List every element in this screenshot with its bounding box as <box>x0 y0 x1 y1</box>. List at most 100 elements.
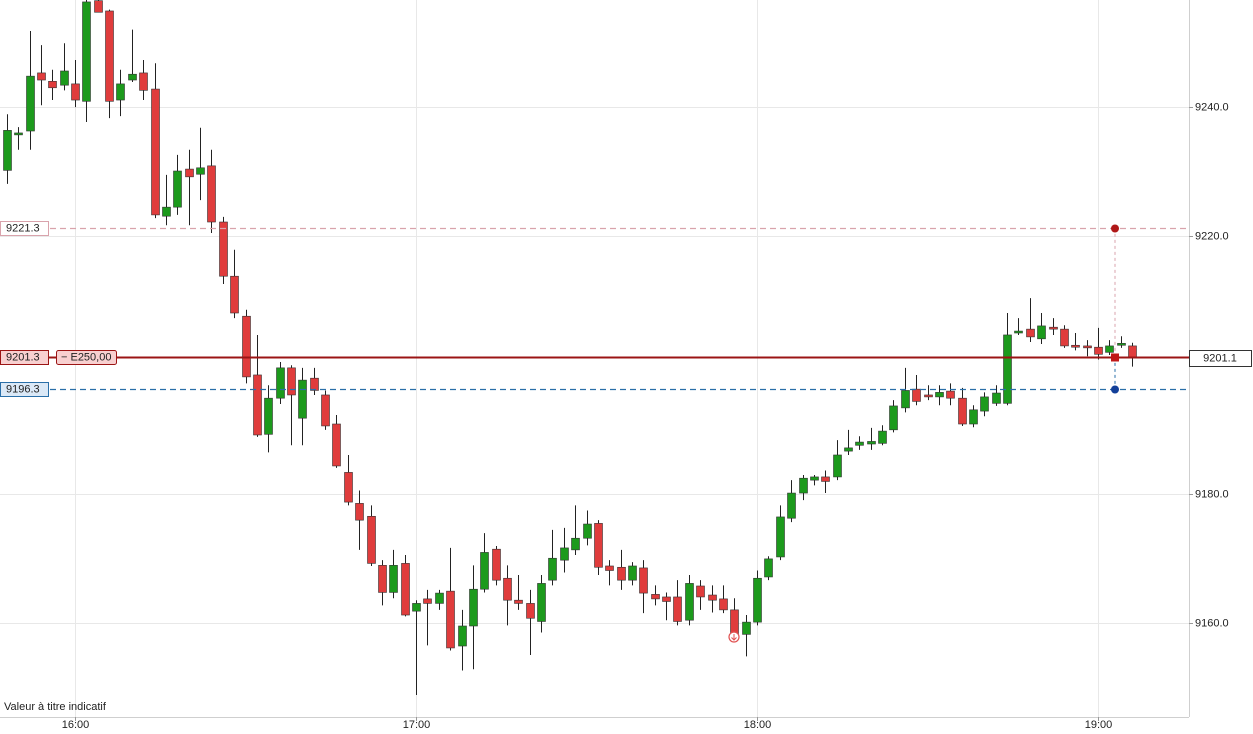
candle-body <box>139 72 148 91</box>
candle-body <box>958 397 967 425</box>
candle-body <box>924 394 933 398</box>
candle-body <box>753 577 762 623</box>
candle-body <box>1094 346 1103 355</box>
order-label-box <box>0 221 49 236</box>
candle-body <box>708 594 717 601</box>
candle-body <box>992 392 1001 404</box>
candle-body <box>287 367 296 396</box>
candle-body <box>1071 344 1080 348</box>
candle-body <box>1060 328 1069 347</box>
candle-body <box>1014 330 1023 334</box>
candle-body <box>799 477 808 494</box>
candle-body <box>196 167 205 175</box>
candle-body <box>401 563 410 616</box>
candle-body <box>230 275 239 314</box>
candle-body <box>912 388 921 402</box>
candle-body <box>332 423 341 467</box>
y-tick-label: 9160.0 <box>1195 617 1229 629</box>
candle-body <box>253 374 262 436</box>
pnl-label: − E250,00 <box>61 351 111 363</box>
candle-body <box>423 598 432 604</box>
candle-body <box>844 447 853 452</box>
candle-body <box>594 523 603 568</box>
candle-body <box>855 441 864 446</box>
candle-body <box>1003 334 1012 404</box>
order-label: 9196.3 <box>6 383 40 395</box>
candle-body <box>901 390 910 409</box>
candle-body <box>560 547 569 561</box>
candle-body <box>298 379 307 419</box>
candle-body <box>173 170 182 208</box>
candle-body <box>492 548 501 581</box>
candle-body <box>128 73 137 81</box>
order-label: 9201.3 <box>6 351 40 363</box>
candle-body <box>367 515 376 564</box>
candle-body <box>1026 328 1035 338</box>
candle-body <box>1049 326 1058 330</box>
candle-body <box>412 603 421 612</box>
candle-body <box>378 565 387 593</box>
order-marker <box>1111 385 1119 394</box>
candle-body <box>787 492 796 519</box>
candle-body <box>14 132 23 136</box>
pnl-box <box>56 350 117 365</box>
candle-body <box>37 72 46 81</box>
candle-body <box>514 599 523 604</box>
footnote: Valeur à titre indicatif <box>4 701 107 713</box>
candle-body <box>696 585 705 598</box>
candle-body <box>435 592 444 604</box>
order-marker <box>1111 353 1119 362</box>
candle-body <box>1037 325 1046 340</box>
candle-body <box>662 596 671 602</box>
candle-body <box>537 583 546 622</box>
candle-body <box>833 454 842 478</box>
candle-body <box>60 70 69 86</box>
candle-body <box>821 476 830 482</box>
x-tick-label: 18:00 <box>744 719 772 731</box>
candle-body <box>207 165 216 223</box>
x-tick-label: 19:00 <box>1085 719 1113 731</box>
candle-body <box>969 409 978 425</box>
y-tick-label: 9220.0 <box>1195 230 1229 242</box>
order-label: 9221.3 <box>6 222 40 234</box>
candle-body <box>503 577 512 601</box>
candle-body <box>1117 343 1126 346</box>
candle-body <box>1083 345 1092 349</box>
candle-body <box>617 566 626 581</box>
candle-body <box>889 405 898 431</box>
y-tick-label: 9180.0 <box>1195 488 1229 500</box>
candle-body <box>242 315 251 378</box>
candle-body <box>1105 345 1114 353</box>
candle-body <box>71 83 80 101</box>
candle-body <box>719 598 728 611</box>
execution-marker <box>728 631 740 643</box>
candle-body <box>776 516 785 558</box>
candle-body <box>946 390 955 399</box>
candle-body <box>458 625 467 647</box>
order-label-box <box>0 382 49 397</box>
candle-body <box>3 130 12 171</box>
candle-body <box>867 441 876 445</box>
candle-body <box>980 396 989 412</box>
y-tick-label: 9240.0 <box>1195 101 1229 113</box>
candle-body <box>480 552 489 590</box>
candle-body <box>276 367 285 399</box>
candle-body <box>185 168 194 178</box>
candle-body <box>742 621 751 635</box>
candle-body <box>116 83 125 101</box>
candle-body <box>82 1 91 102</box>
order-label-box <box>0 350 49 365</box>
candle-body <box>105 10 114 102</box>
candle-body <box>673 596 682 622</box>
candle-body <box>583 523 592 539</box>
candle-body <box>446 590 455 649</box>
candle-body <box>639 567 648 594</box>
candle-body <box>548 557 557 581</box>
candle-body <box>355 503 364 521</box>
last-price-box <box>1189 350 1252 367</box>
candle-body <box>810 476 819 481</box>
candle-body <box>1128 345 1137 359</box>
candle-body <box>571 537 580 551</box>
